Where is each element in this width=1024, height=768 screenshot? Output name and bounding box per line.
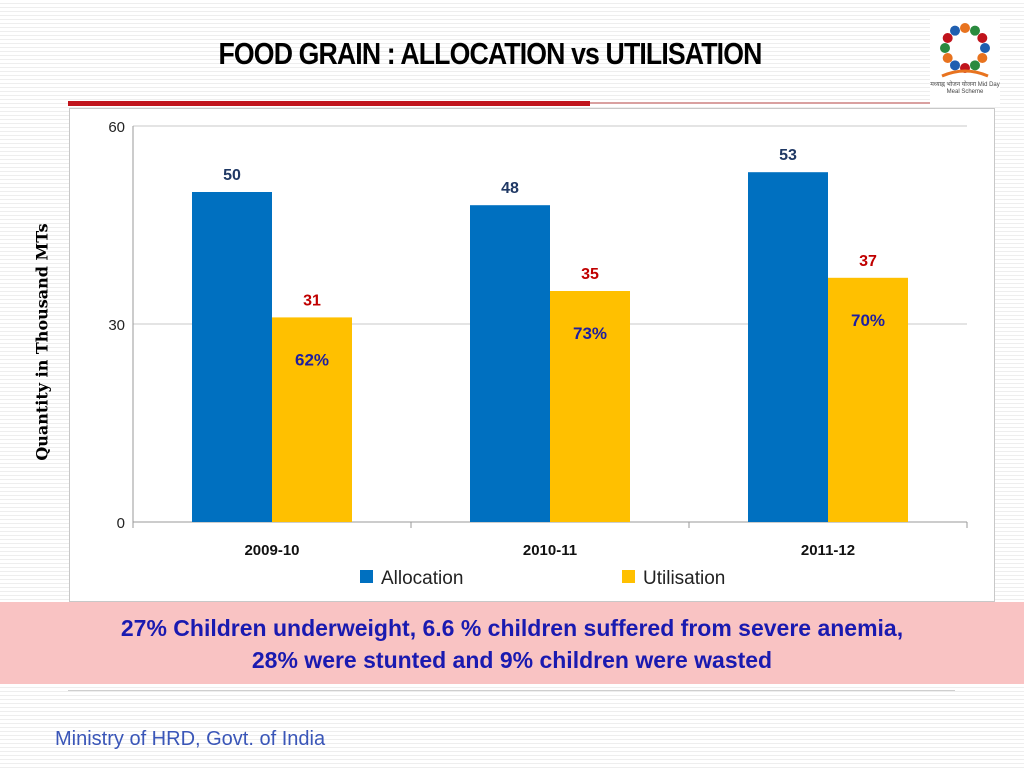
utilisation-percent-label: 73% [573,324,607,343]
mid-day-meal-logo: मध्याह्न भोजन योजना Mid Day Meal Scheme [930,18,1000,104]
data-label-utilisation: 37 [859,253,877,270]
legend-allocation: Allocation [360,568,463,590]
footer-rule [68,690,955,691]
logo-figure [977,53,988,63]
logo-figure [950,60,960,71]
data-label-allocation: 53 [779,147,797,164]
logo-figure [950,25,960,36]
utilisation-percent-label: 70% [851,311,885,330]
y-tick-label: 60 [108,119,125,136]
x-tick-label: 2009-10 [244,542,299,559]
legend-swatch-utilisation [622,570,635,584]
logo-emblem-icon [940,23,990,78]
legend-utilisation: Utilisation [622,568,725,590]
bar-allocation [748,172,828,522]
callout-line-1: 27% Children underweight, 6.6 % children… [120,615,904,641]
logo-caption: मध्याह्न भोजन योजना Mid Day Meal Scheme [930,82,1000,95]
logo-figure [970,60,980,71]
title-rule [68,101,590,106]
logo-figure [970,25,980,36]
bar-utilisation [272,317,352,522]
y-tick-label: 30 [108,317,125,334]
bar-allocation [470,205,550,522]
legend-label-allocation: Allocation [381,568,464,589]
nutrition-callout: 27% Children underweight, 6.6 % children… [0,602,1024,684]
data-label-allocation: 50 [223,167,241,184]
bar-utilisation [828,277,908,522]
data-label-utilisation: 35 [581,266,599,283]
callout-line-2: 28% were stunted and 9% children were wa… [251,647,773,673]
title-rule-thin [590,102,930,104]
logo-figure [980,43,990,53]
logo-figure [960,23,970,33]
x-tick-label: 2010-11 [523,542,577,559]
legend-label-utilisation: Utilisation [643,568,726,589]
logo-figure [942,33,953,43]
utilisation-percent-label: 62% [295,350,329,369]
logo-figure [942,53,953,63]
logo-book-arc [941,69,989,78]
data-label-allocation: 48 [501,180,519,197]
logo-figure [977,33,988,43]
x-tick-label: 2011-12 [801,542,855,559]
footer-ministry: Ministry of HRD, Govt. of India [55,728,326,750]
bar-allocation [192,192,272,522]
logo-figure [940,43,950,53]
data-label-utilisation: 31 [303,292,321,309]
legend-swatch-allocation [360,570,373,584]
y-tick-label: 0 [117,515,125,532]
bar-utilisation [550,291,630,522]
slide-title: FOOD GRAIN : ALLOCATION vs UTILISATION [218,36,763,71]
